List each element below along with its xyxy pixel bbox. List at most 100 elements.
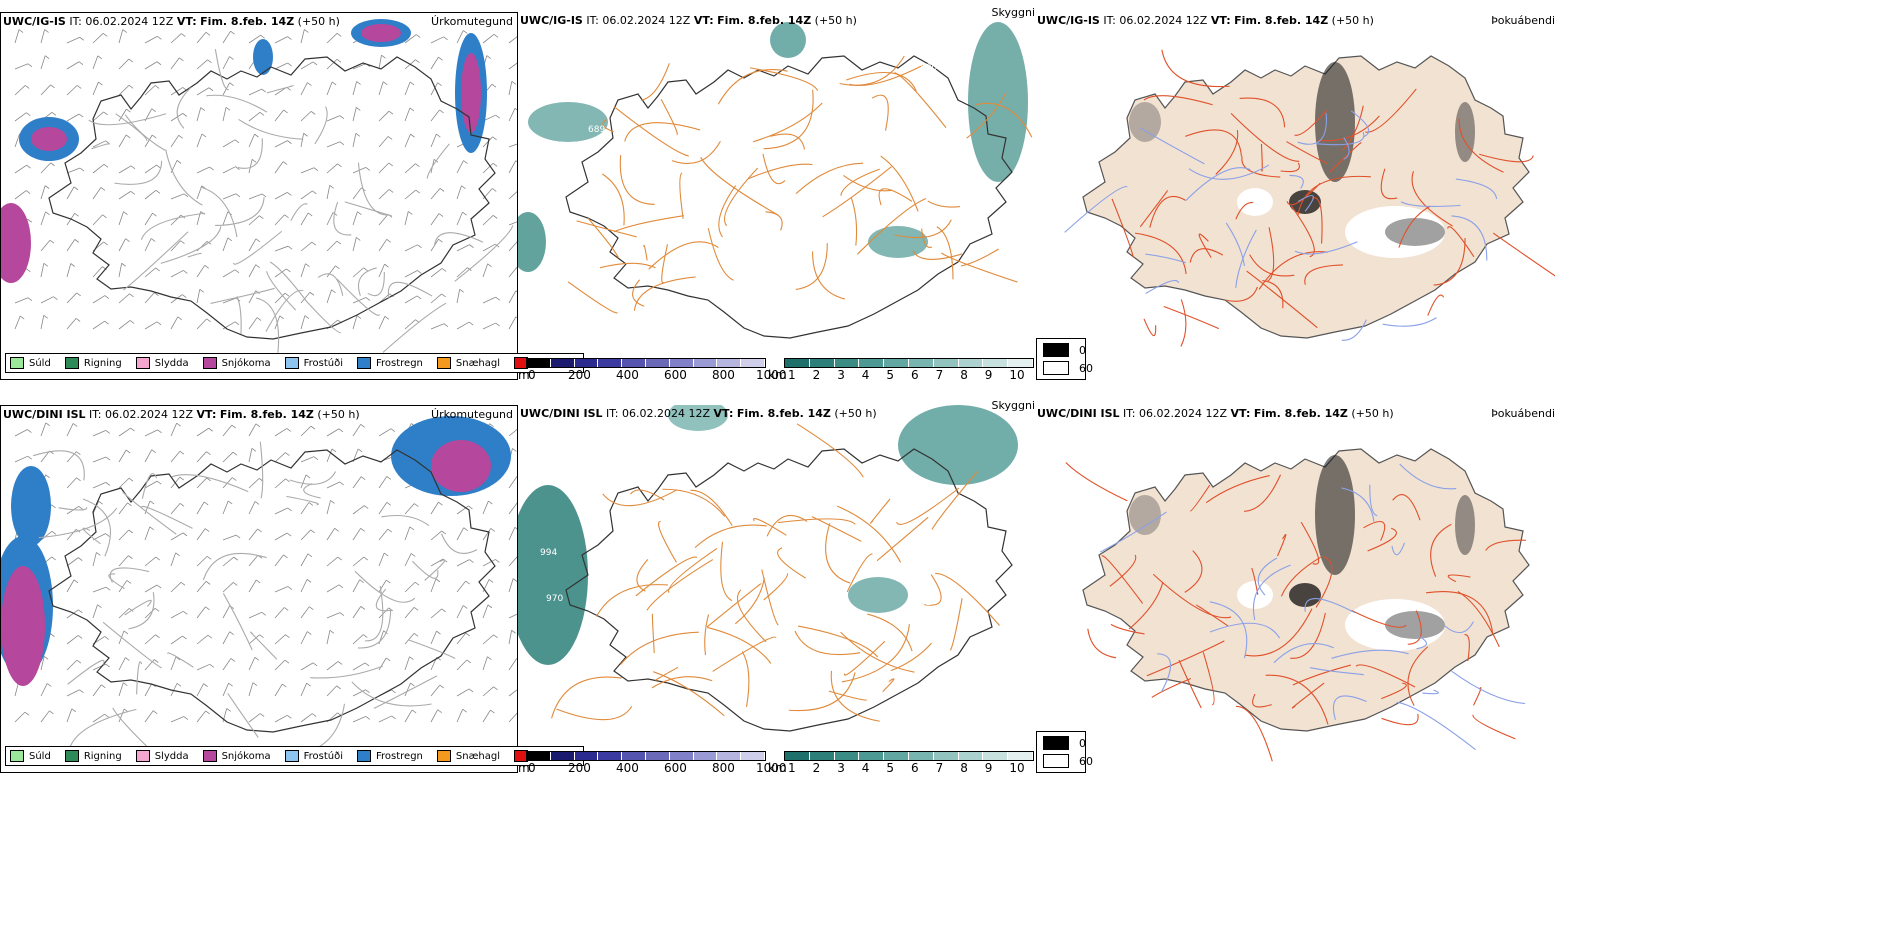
fog-area bbox=[1129, 102, 1161, 142]
legend-label: Súld bbox=[29, 357, 51, 369]
scale-unit: km bbox=[768, 761, 787, 775]
init-time: 06.02.2024 12Z bbox=[85, 15, 174, 28]
road-network bbox=[1064, 110, 1498, 341]
legend-item: Snæhagl bbox=[436, 750, 500, 762]
valid-time: Fim. 8.feb. 14Z bbox=[717, 14, 812, 27]
freezing-rain-area bbox=[11, 466, 51, 546]
precip-type-legend: Súld Rigning Slydda Snjókoma Frostúði Frostre… bbox=[5, 746, 584, 766]
visibility-scale-km bbox=[784, 358, 1034, 368]
fog-area bbox=[1385, 611, 1445, 639]
legend-item: Frostúði bbox=[284, 357, 343, 369]
init-label: IT: bbox=[89, 408, 102, 421]
legend-item: Slydda bbox=[135, 750, 189, 762]
scale-tick: 6 bbox=[911, 368, 919, 382]
fog-legend-label: 0 bbox=[1079, 343, 1086, 357]
panel-header: UWC/IG-IS IT: 06.02.2024 12Z VT: Fim. 8.… bbox=[3, 15, 340, 28]
fog-index-panel: UWC/DINI ISL IT: 06.02.2024 12Z VT: Fim.… bbox=[1035, 405, 1555, 773]
scale-unit: m bbox=[518, 761, 530, 775]
model-name: UWC/IG-IS bbox=[1037, 14, 1100, 27]
legend-label: Frostúði bbox=[303, 750, 343, 762]
legend-label: Snæhagl bbox=[455, 357, 501, 369]
scale-tick: 1000 bbox=[756, 368, 787, 382]
scale-tick: 1 bbox=[788, 761, 796, 775]
station-label: 689 bbox=[588, 125, 605, 135]
station-label: 312 bbox=[914, 598, 931, 608]
snow-area bbox=[1, 566, 45, 686]
station-label: 994 bbox=[540, 548, 557, 558]
init-time: 06.02.2024 12Z bbox=[602, 14, 691, 27]
visibility-scale-m-ticks: m 0 200 400 600 800 1000 bbox=[518, 761, 787, 775]
visibility-panel: 979 800 689 UWC/IG-IS IT: 06.02.2024 12Z VT… bbox=[518, 6, 1035, 382]
precip-type-legend: Súld Rigning Slydda Snjókoma Frostúði Frostre… bbox=[5, 353, 584, 373]
legend-item: Rigning bbox=[64, 750, 122, 762]
init-label: IT: bbox=[606, 407, 619, 420]
wind-barbs bbox=[14, 29, 517, 330]
low-visibility-area bbox=[528, 102, 608, 142]
scale-tick: 0 bbox=[528, 761, 536, 775]
visibility-scale-m bbox=[526, 358, 766, 368]
legend-label: Súld bbox=[29, 750, 51, 762]
init-time: 06.02.2024 12Z bbox=[1119, 14, 1208, 27]
fog-index-map[interactable] bbox=[1035, 405, 1555, 773]
scale-tick: 4 bbox=[861, 761, 870, 775]
low-visibility-area bbox=[518, 485, 588, 665]
precip-map[interactable] bbox=[1, 13, 517, 379]
scale-tick: 8 bbox=[960, 368, 968, 382]
road-network bbox=[567, 55, 1033, 314]
panel-header: UWC/IG-IS IT: 06.02.2024 12Z VT: Fim. 8.… bbox=[1037, 14, 1374, 27]
init-label: IT: bbox=[69, 15, 82, 28]
legend-swatch bbox=[10, 357, 24, 369]
legend-swatch bbox=[284, 750, 299, 762]
valid-time: Fim. 8.feb. 14Z bbox=[1234, 14, 1329, 27]
legend-item: Frostregn bbox=[357, 750, 423, 762]
valid-time: Fim. 8.feb. 14Z bbox=[200, 15, 295, 28]
scale-tick: 2 bbox=[812, 368, 821, 382]
precip-map[interactable] bbox=[1, 406, 517, 772]
low-visibility-area bbox=[848, 577, 908, 613]
valid-label: VT: bbox=[713, 407, 734, 420]
scale-tick: 400 bbox=[616, 761, 639, 775]
fog-area bbox=[1455, 102, 1475, 162]
legend-swatch bbox=[64, 357, 79, 369]
visibility-map[interactable]: 994 970 312 19 bbox=[518, 405, 1035, 743]
scale-tick: 200 bbox=[568, 368, 591, 382]
scale-tick: 8 bbox=[960, 761, 968, 775]
legend-item: Snæhagl bbox=[436, 357, 501, 369]
road-network bbox=[1099, 463, 1526, 751]
valid-label: VT: bbox=[196, 408, 217, 421]
scale-tick: 9 bbox=[984, 761, 993, 775]
model-name: UWC/DINI ISL bbox=[3, 408, 86, 421]
legend-label: Rigning bbox=[83, 750, 122, 762]
valid-time: Fim. 8.feb. 14Z bbox=[219, 408, 314, 421]
scale-tick: 1000 bbox=[756, 761, 787, 775]
fog-legend-label: 60 bbox=[1079, 361, 1093, 375]
fog-area bbox=[1315, 62, 1355, 182]
legend-item: Súld bbox=[10, 357, 51, 369]
legend-label: Snjókoma bbox=[221, 750, 271, 762]
lead-time: (+50 h) bbox=[814, 14, 857, 27]
fog-area bbox=[1289, 583, 1321, 607]
iceland-coastline bbox=[48, 56, 496, 340]
init-time: 06.02.2024 12Z bbox=[1139, 407, 1228, 420]
snow-area bbox=[361, 24, 401, 42]
fog-legend-swatch bbox=[1043, 736, 1069, 750]
scale-tick: 9 bbox=[984, 368, 993, 382]
fog-index-map[interactable] bbox=[1035, 12, 1555, 380]
low-visibility-area bbox=[518, 212, 546, 272]
fog-legend-label: 0 bbox=[1079, 736, 1086, 750]
scale-tick: 5 bbox=[886, 761, 895, 775]
legend-swatch bbox=[135, 750, 150, 762]
visibility-map[interactable]: 979 800 689 bbox=[518, 12, 1035, 350]
fog-legend-row: 60 bbox=[1043, 361, 1093, 375]
visibility-scale-m bbox=[526, 751, 766, 761]
legend-swatch bbox=[357, 357, 371, 369]
snow-area bbox=[461, 53, 481, 133]
lead-time: (+50 h) bbox=[1351, 407, 1394, 420]
legend-swatch bbox=[202, 750, 217, 762]
legend-label: Slydda bbox=[154, 357, 189, 369]
scale-tick: 2 bbox=[812, 761, 821, 775]
scale-tick: 0 bbox=[528, 368, 536, 382]
scale-tick: 800 bbox=[712, 368, 735, 382]
scale-tick: 200 bbox=[568, 761, 591, 775]
legend-item: Frostregn bbox=[357, 357, 423, 369]
